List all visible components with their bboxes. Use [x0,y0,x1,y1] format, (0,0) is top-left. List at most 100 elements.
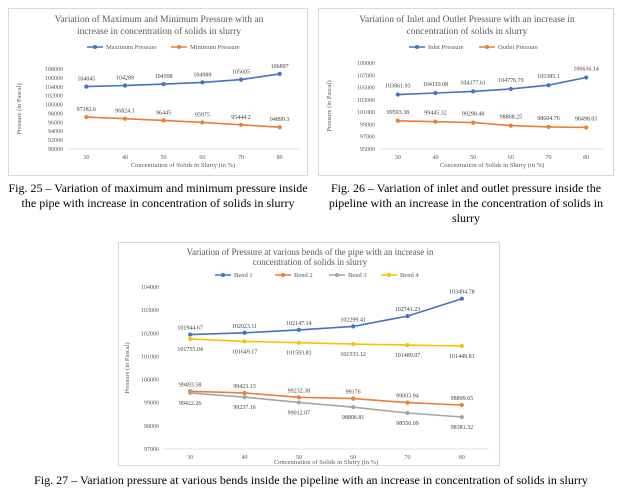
data-label: 99003.94 [396,394,419,400]
data-label: 101593.81 [286,351,312,357]
series-line [86,116,280,128]
chart-title-line: concentration of solids in slurry [407,26,528,37]
x-tick-label: 60 [508,155,514,161]
data-point [471,89,476,94]
data-label: 95444.2 [231,115,251,121]
legend-entry: Bend 2 [294,272,313,279]
data-point [161,82,166,87]
x-tick-label: 30 [187,455,193,461]
legend-entry: Outlet Pressure [498,44,538,51]
chart-bend-pressure: Variation of Pressure at various bends o… [124,247,489,466]
data-label: 95975 [195,112,210,118]
data-point [471,120,476,125]
data-label: 99176 [346,390,361,396]
data-point [296,395,301,400]
data-point [351,324,356,329]
y-tick-label: 108000 [45,67,63,73]
legend-entry: Bend 4 [400,272,419,279]
x-tick-label: 40 [433,155,439,161]
data-point [546,124,551,129]
data-label: 102741.23 [395,307,421,313]
legend-swatch-marker [387,273,391,277]
data-point [508,86,513,92]
figure-26-caption-line: slurry [452,211,480,225]
chart-panel-bend-pressure: Variation of Pressure at various bends o… [118,242,500,466]
chart-panel-max-min-pressure: Variation of Maximum and Minimum Pressur… [8,8,308,176]
chart-max-min-pressure: Variation of Maximum and Minimum Pressur… [16,14,299,169]
data-point [200,120,205,125]
series-line [397,120,587,129]
data-label: 99232.38 [288,388,311,394]
data-label: 104598 [155,74,173,80]
y-tick-label: 100000 [141,378,159,384]
data-label: 104045 [77,77,95,83]
data-point [84,114,89,120]
figure-25-caption: Fig. 25 – Variation of maximum and minim… [8,181,308,211]
y-tick-label: 99000 [360,122,375,128]
data-point [188,390,193,396]
data-label: 104377.61 [460,80,486,86]
x-tick-label: 40 [122,155,128,161]
data-point [459,343,464,349]
y-tick-label: 96000 [48,120,63,126]
data-point [459,296,464,301]
data-point [584,125,589,130]
x-axis-title: Concentration of Solids in Slurry (in %) [440,162,544,169]
data-label: 106897 [271,64,289,70]
data-label: 97182.6 [77,107,97,113]
figure-26-caption-line: pipeline with an increase in the concent… [328,196,604,210]
x-axis-title: Concentration of Solids in Slurry (in %) [131,162,235,169]
data-label: 104776.79 [498,78,524,84]
data-point [277,71,282,77]
x-tick-label: 70 [238,155,244,161]
data-point [395,92,400,97]
data-point [351,341,356,347]
legend-entry: Inlet Pressure [428,44,464,51]
data-label: 98381.32 [451,425,474,431]
data-label: 102299.41 [340,317,366,323]
data-label: 98808.25 [500,115,523,121]
y-axis-title: Pressure (in Pascal) [16,83,23,134]
data-label: 102147.14 [286,321,312,327]
y-tick-label: 98000 [48,111,63,117]
y-tick-label: 104000 [141,285,159,291]
data-point [238,77,244,82]
data-label: 104289 [116,75,134,81]
y-tick-label: 105000 [357,86,375,92]
data-point [351,405,356,410]
y-axis-title: Pressure (in Pascal) [124,342,131,393]
data-point [405,410,410,416]
data-label: 99423.13 [233,384,256,390]
y-tick-label: 94000 [48,129,63,135]
data-label: 101649.17 [232,349,258,355]
x-tick-label: 30 [83,155,89,161]
data-point [546,83,551,88]
figure-25-caption-line: the pipe with increase in concentration … [21,196,295,210]
y-tick-label: 101000 [357,110,375,116]
data-point [242,390,247,396]
data-label: 96445 [156,110,171,116]
legend-swatch-marker [335,273,339,277]
data-label: 104110.08 [423,82,448,88]
data-label: 99422.26 [179,401,202,407]
data-point [84,84,89,89]
data-point [459,402,464,408]
y-tick-label: 101000 [141,354,159,360]
x-tick-label: 60 [350,455,356,461]
figure-27-caption-line: Fig. 27 – Variation pressure at various … [34,473,588,487]
data-label: 98899.65 [451,396,474,402]
legend-swatch-marker [281,273,285,277]
data-label: 99593.38 [387,110,410,116]
series-line [190,390,462,406]
y-tick-label: 103000 [141,308,159,314]
data-label: 101449.81 [449,354,475,360]
legend-entry: Bend 3 [348,272,367,279]
data-point [508,123,513,128]
y-tick-label: 98000 [144,424,159,430]
data-point [238,122,244,127]
series-line [86,73,280,88]
data-point [296,400,301,405]
y-tick-label: 107000 [357,73,375,79]
legend-entry: Minimum Pressure [190,44,240,51]
data-point [242,339,247,344]
